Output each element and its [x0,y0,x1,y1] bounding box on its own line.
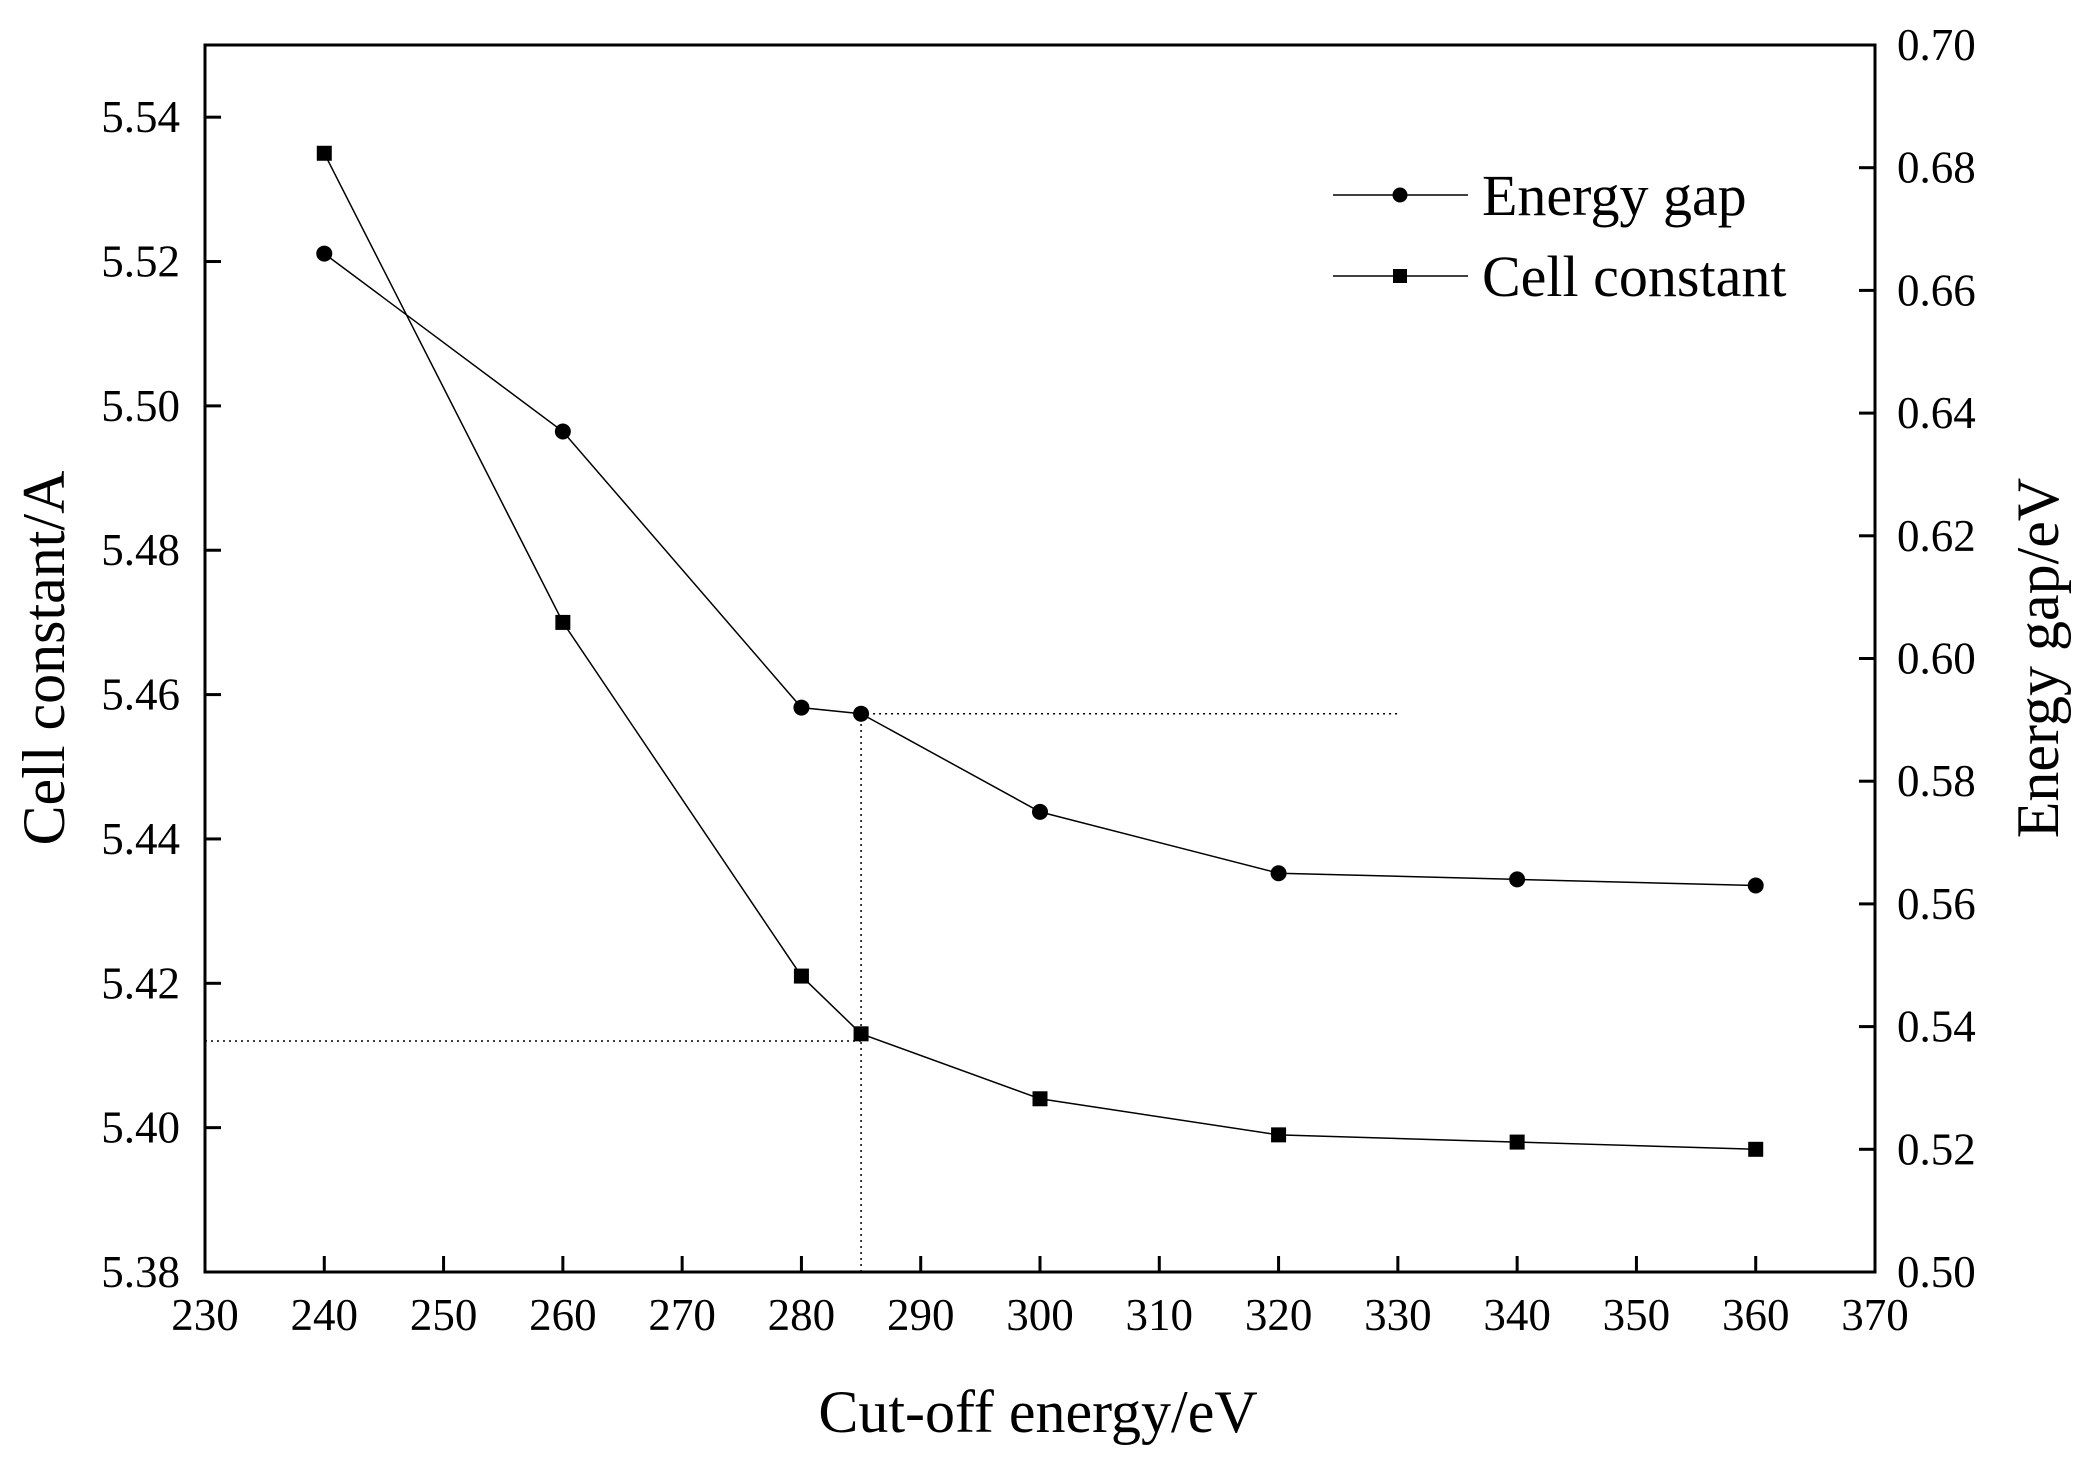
right-y-axis-title: Energy gap/eV [2005,478,2071,838]
data-point-energy-gap [1509,871,1526,888]
left-y-tick-label: 5.54 [101,92,180,142]
x-tick-label: 260 [529,1290,597,1340]
right-y-tick-label: 0.64 [1897,388,1976,438]
legend-label-energy-gap: Energy gap [1482,163,1747,228]
legend: Energy gap Cell constant [1333,163,1786,309]
legend-label-cell-constant: Cell constant [1482,244,1786,309]
x-tick-label: 230 [171,1290,239,1340]
right-y-tick-label: 0.68 [1897,143,1976,193]
data-point-cell-constant [853,1026,869,1042]
x-axis-title: Cut-off energy/eV [818,1379,1257,1445]
data-point-cell-constant [1509,1134,1525,1150]
data-point-energy-gap [853,705,870,722]
data-point-cell-constant [1271,1127,1287,1143]
x-tick-label: 340 [1483,1290,1551,1340]
x-tick-label: 240 [291,1290,359,1340]
left-y-tick-label: 5.40 [101,1103,180,1153]
right-y-tick-label: 0.56 [1897,879,1976,929]
data-point-cell-constant [793,968,809,984]
x-tick-label: 350 [1603,1290,1671,1340]
right-y-tick-label: 0.60 [1897,634,1976,684]
data-point-energy-gap [316,245,333,262]
right-y-tick-label: 0.54 [1897,1002,1976,1052]
data-point-cell-constant [316,145,332,161]
data-point-energy-gap [1270,865,1287,882]
right-y-tick-label: 0.66 [1897,265,1976,315]
left-y-tick-label: 5.46 [101,670,180,720]
legend-marker-cell-constant [1393,269,1407,283]
right-y-tick-label: 0.62 [1897,511,1976,561]
x-tick-label: 330 [1364,1290,1432,1340]
x-tick-label: 280 [768,1290,836,1340]
left-y-tick-label: 5.50 [101,381,180,431]
series-layer [316,145,1764,1157]
x-tick-label: 300 [1006,1290,1074,1340]
x-tick-label: 310 [1126,1290,1194,1340]
x-tick-label: 250 [410,1290,478,1340]
right-y-tick-label: 0.70 [1897,20,1976,70]
data-point-energy-gap [554,423,571,440]
left-y-tick-label: 5.52 [101,237,180,287]
x-tick-label: 370 [1841,1290,1909,1340]
plot-frame [203,43,1877,1274]
left-y-tick-label: 5.44 [101,814,180,864]
series-line-energy-gap [323,252,1756,887]
axes: 230 240 250 260 270 280 290 300 310 320 330 340 350 3… [101,20,1976,1340]
right-y-tick-label: 0.58 [1897,756,1976,806]
reference-lines [205,712,1398,1272]
right-y-tick-label: 0.52 [1897,1124,1976,1174]
x-tick-label: 320 [1245,1290,1313,1340]
data-point-energy-gap [1032,803,1048,820]
series-line-cell-constant [323,152,1756,1151]
left-y-axis-title: Cell constant/A [11,471,77,846]
x-tick-label: 290 [887,1290,955,1340]
data-point-cell-constant [1748,1141,1764,1157]
left-y-tick-label: 5.48 [101,525,180,575]
data-point-cell-constant [555,614,571,630]
data-point-energy-gap [1747,877,1764,894]
left-y-tick-label: 5.38 [101,1247,180,1297]
x-tick-label: 360 [1722,1290,1790,1340]
data-point-cell-constant [1032,1091,1048,1107]
left-y-tick-label: 5.42 [101,958,180,1008]
right-y-tick-label: 0.50 [1897,1247,1976,1297]
legend-marker-energy-gap [1392,187,1408,203]
data-point-energy-gap [793,699,810,716]
x-tick-label: 270 [648,1290,716,1340]
